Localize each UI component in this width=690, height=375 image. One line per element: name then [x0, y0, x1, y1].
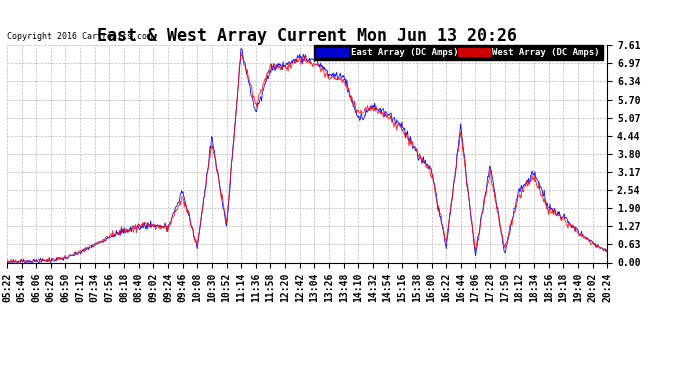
Text: Copyright 2016 Cartronics.com: Copyright 2016 Cartronics.com [7, 32, 152, 40]
Legend: East Array (DC Amps), West Array (DC Amps): East Array (DC Amps), West Array (DC Amp… [314, 45, 602, 60]
Title: East & West Array Current Mon Jun 13 20:26: East & West Array Current Mon Jun 13 20:… [97, 27, 517, 45]
